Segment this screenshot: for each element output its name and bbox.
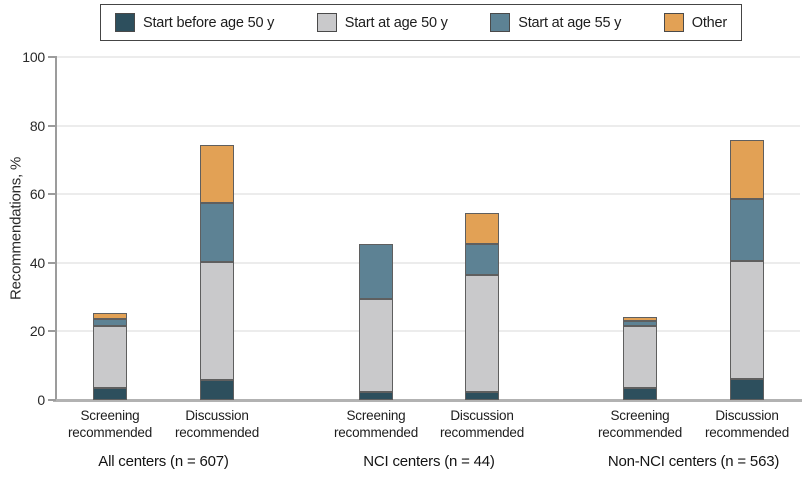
- y-tick-0: [48, 399, 56, 401]
- y-tick-40: [48, 261, 56, 264]
- gridline-100: [57, 56, 800, 58]
- y-tick-label-80: 80: [29, 117, 45, 134]
- x-axis-line: [53, 399, 802, 402]
- y-axis-line: [55, 56, 57, 401]
- bar-segment: [93, 319, 127, 327]
- bar-segment: [93, 326, 127, 388]
- bar-segment: [623, 387, 657, 400]
- legend-label: Start at age 50 y: [344, 14, 448, 31]
- y-tick-60: [48, 193, 56, 196]
- y-tick-label-20: 20: [29, 323, 45, 340]
- bar-segment: [359, 298, 393, 393]
- bar-segment: [93, 387, 127, 400]
- category-label: Screening recommended: [67, 408, 153, 440]
- bar-segment: [730, 379, 764, 400]
- bar-segment: [623, 326, 657, 388]
- plot-area: 0 20 40 60 80 100 Screening recommended Discuss…: [22, 49, 802, 470]
- category-label: Discussion recommended: [174, 408, 260, 440]
- bar-segment: [465, 392, 499, 400]
- group-label: Non-NCI centers (n = 563): [607, 453, 780, 470]
- legend-item-1: Start at age 50 y: [316, 13, 448, 32]
- group-label: All centers (n = 607): [98, 453, 229, 470]
- gridline-20: [57, 330, 800, 333]
- bar-segment: [359, 392, 393, 400]
- bar-segment: [730, 199, 764, 262]
- legend-swatch-icon: [490, 13, 511, 32]
- legend-label: Start at age 55 y: [518, 14, 622, 31]
- y-tick-100: [48, 56, 56, 58]
- y-tick-label-60: 60: [29, 186, 45, 203]
- bar-segment: [359, 243, 393, 299]
- y-tick-80: [48, 124, 56, 127]
- legend-item-2: Start at age 55 y: [490, 13, 621, 32]
- bar-segment: [623, 317, 657, 322]
- category-label: Discussion recommended: [704, 408, 790, 440]
- legend-swatch-icon: [663, 13, 684, 32]
- group-label: NCI centers (n = 44): [363, 453, 495, 470]
- y-tick-label-0: 0: [37, 392, 45, 408]
- bar-segment: [200, 261, 234, 381]
- bar-segment: [465, 243, 499, 276]
- legend-label: Start before age 50 y: [143, 14, 275, 31]
- y-tick-label-40: 40: [29, 254, 45, 271]
- legend-label: Other: [691, 14, 727, 31]
- y-tick-20: [48, 330, 56, 333]
- bar-segment: [200, 202, 234, 262]
- bar-segment: [465, 275, 499, 393]
- category-label: Discussion recommended: [439, 408, 525, 440]
- legend-item-0: Start before age 50 y: [115, 13, 274, 32]
- category-label: Screening recommended: [597, 408, 683, 440]
- bar-segment: [93, 313, 127, 320]
- legend-item-3: Other: [663, 13, 727, 32]
- bar-segment: [465, 213, 499, 244]
- chart-legend: Start before age 50 y Start at age 50 y St…: [100, 4, 742, 41]
- bar-segment: [730, 140, 764, 200]
- bar-segment: [623, 321, 657, 327]
- bar-segment: [730, 261, 764, 380]
- gridline-80: [57, 124, 800, 127]
- y-tick-label-100: 100: [22, 49, 45, 65]
- gridline-60: [57, 193, 800, 196]
- gridline-40: [57, 261, 800, 264]
- bar-segment: [200, 145, 234, 203]
- category-label: Screening recommended: [333, 408, 419, 440]
- y-axis-title: Recommendations, %: [7, 156, 25, 301]
- legend-swatch-icon: [115, 13, 135, 32]
- legend-swatch-icon: [316, 13, 337, 32]
- bar-segment: [200, 380, 234, 400]
